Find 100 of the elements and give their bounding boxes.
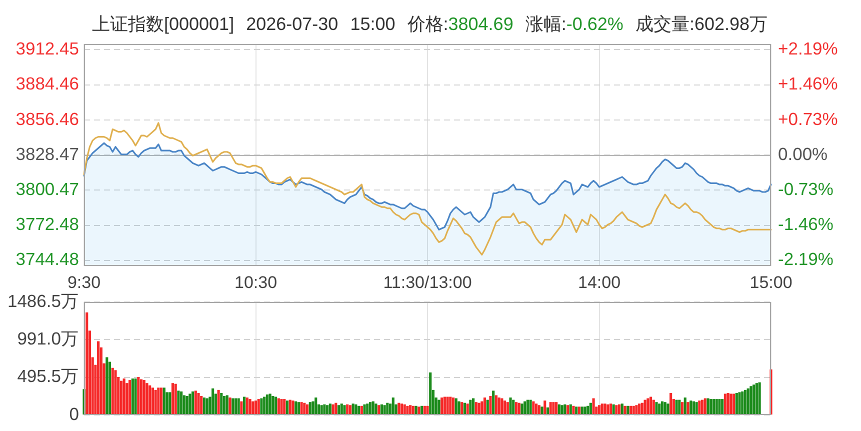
y-tick-label: 495.5万 bbox=[17, 366, 79, 386]
bar bbox=[500, 398, 504, 414]
bar bbox=[544, 400, 546, 414]
bar bbox=[690, 400, 692, 414]
bar bbox=[446, 396, 449, 414]
bar bbox=[452, 398, 455, 414]
bar bbox=[624, 406, 626, 414]
bar bbox=[755, 383, 758, 414]
bar bbox=[131, 378, 134, 414]
bar bbox=[474, 402, 478, 414]
bar bbox=[706, 398, 710, 414]
bar bbox=[612, 404, 615, 414]
bar bbox=[180, 391, 183, 414]
bar bbox=[449, 396, 452, 414]
x-tick-label: 11:30/13:00 bbox=[383, 272, 472, 292]
bar bbox=[266, 394, 268, 414]
bar bbox=[494, 395, 498, 414]
bar bbox=[111, 368, 114, 414]
bar bbox=[738, 392, 741, 414]
bar bbox=[520, 404, 524, 414]
bar bbox=[326, 405, 329, 414]
bar bbox=[403, 404, 406, 414]
bar bbox=[526, 400, 529, 414]
y2-tick-label: +0.73% bbox=[778, 108, 838, 129]
bar bbox=[730, 394, 732, 414]
x-tick-label: 14:00 bbox=[578, 272, 621, 292]
bar bbox=[358, 406, 360, 414]
bar bbox=[383, 405, 386, 414]
bar bbox=[534, 404, 538, 414]
bar bbox=[97, 341, 100, 414]
bar bbox=[572, 406, 575, 414]
bar bbox=[306, 404, 309, 414]
bar bbox=[660, 401, 664, 414]
bar bbox=[632, 406, 635, 414]
bar bbox=[586, 406, 590, 414]
bar bbox=[352, 404, 354, 414]
bar bbox=[372, 401, 374, 414]
bar bbox=[512, 400, 515, 414]
bar bbox=[182, 395, 186, 414]
bar bbox=[575, 406, 578, 414]
bar bbox=[106, 357, 108, 414]
bar bbox=[635, 405, 638, 414]
bar bbox=[346, 404, 349, 414]
bar bbox=[549, 402, 552, 414]
x-tick-label: 15:00 bbox=[750, 272, 792, 292]
bar bbox=[337, 405, 340, 414]
bar bbox=[504, 400, 506, 414]
y-tick-label: 3912.45 bbox=[16, 38, 79, 59]
bar bbox=[140, 379, 143, 414]
bar bbox=[294, 401, 298, 414]
bar bbox=[658, 404, 661, 414]
bar bbox=[292, 400, 294, 414]
bar bbox=[564, 404, 566, 414]
bar bbox=[670, 392, 672, 414]
bar bbox=[122, 378, 126, 414]
bar bbox=[418, 406, 420, 414]
bar bbox=[724, 394, 726, 414]
bar bbox=[701, 400, 704, 414]
bar bbox=[220, 392, 223, 414]
bar bbox=[366, 404, 369, 414]
bar bbox=[712, 399, 716, 414]
bar bbox=[142, 380, 146, 414]
bar bbox=[374, 404, 378, 414]
bar bbox=[426, 406, 429, 414]
bar bbox=[440, 398, 444, 414]
bar bbox=[514, 402, 518, 414]
bar bbox=[280, 399, 283, 414]
bar bbox=[186, 396, 188, 414]
bar bbox=[609, 404, 612, 414]
bar bbox=[638, 404, 641, 414]
bar bbox=[524, 401, 526, 414]
y2-tick-label: -2.19% bbox=[778, 249, 834, 270]
bar bbox=[652, 400, 655, 414]
bar bbox=[555, 402, 558, 414]
y-tick-label: 3884.46 bbox=[16, 74, 79, 94]
bar bbox=[704, 398, 706, 414]
bar bbox=[580, 406, 584, 414]
x-tick-label: 10:30 bbox=[234, 272, 278, 292]
bar bbox=[228, 398, 232, 414]
bar bbox=[260, 398, 263, 414]
bar bbox=[454, 398, 458, 414]
bar bbox=[128, 380, 132, 414]
bar bbox=[288, 400, 292, 414]
bar bbox=[274, 396, 278, 414]
bar bbox=[509, 398, 512, 414]
y2-tick-label: +1.46% bbox=[778, 74, 838, 94]
bar bbox=[380, 404, 383, 414]
bar bbox=[392, 398, 394, 414]
bar bbox=[340, 404, 343, 414]
bar bbox=[177, 390, 180, 414]
bar bbox=[732, 394, 736, 414]
bar bbox=[589, 402, 592, 414]
bar bbox=[472, 398, 475, 414]
bar bbox=[443, 396, 446, 414]
bar bbox=[137, 376, 140, 414]
bar bbox=[469, 400, 472, 414]
bar bbox=[458, 401, 460, 414]
bar bbox=[735, 392, 738, 414]
bar bbox=[560, 405, 564, 414]
bar bbox=[518, 402, 520, 414]
